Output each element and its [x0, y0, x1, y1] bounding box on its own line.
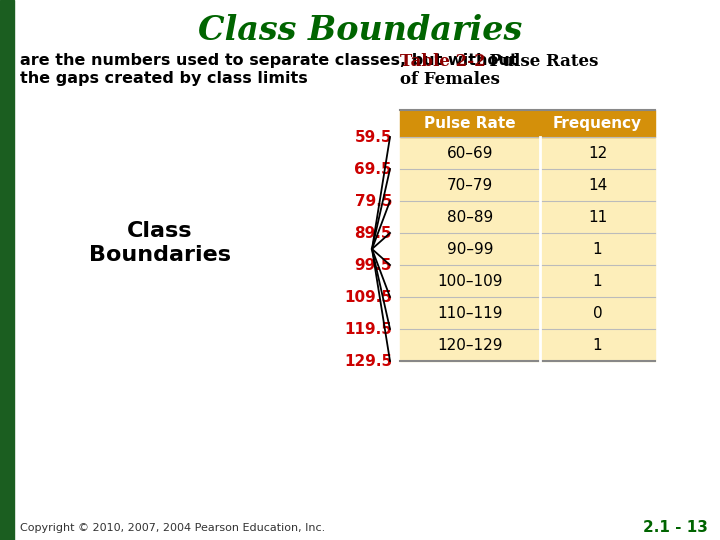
Text: 11: 11 — [588, 210, 607, 225]
Text: 70–79: 70–79 — [447, 178, 493, 192]
Text: are the numbers used to separate classes, but without: are the numbers used to separate classes… — [20, 52, 518, 68]
Bar — [540, 169, 655, 201]
Bar — [400, 329, 540, 361]
Bar — [540, 329, 655, 361]
Text: Table 2-2: Table 2-2 — [400, 53, 486, 71]
Text: Frequency: Frequency — [553, 116, 642, 131]
Bar — [400, 297, 540, 329]
Text: 129.5: 129.5 — [344, 354, 392, 368]
Text: 119.5: 119.5 — [344, 321, 392, 336]
Text: 99.5: 99.5 — [354, 258, 392, 273]
Text: Class: Class — [127, 221, 193, 241]
Text: 1: 1 — [593, 338, 603, 353]
Text: 60–69: 60–69 — [446, 145, 493, 160]
Text: 2.1 - 13: 2.1 - 13 — [643, 521, 708, 536]
Bar — [400, 201, 540, 233]
Text: 12: 12 — [588, 145, 607, 160]
Text: Class Boundaries: Class Boundaries — [198, 14, 522, 46]
Bar — [400, 110, 540, 137]
Text: 0: 0 — [593, 306, 603, 321]
Bar — [540, 265, 655, 297]
Text: 109.5: 109.5 — [344, 289, 392, 305]
Text: 100–109: 100–109 — [437, 273, 503, 288]
Text: 1: 1 — [593, 241, 603, 256]
Text: Pulse Rates: Pulse Rates — [478, 53, 598, 71]
Text: Copyright © 2010, 2007, 2004 Pearson Education, Inc.: Copyright © 2010, 2007, 2004 Pearson Edu… — [20, 523, 325, 533]
Bar — [540, 137, 655, 169]
Bar — [400, 137, 540, 169]
Bar — [540, 110, 655, 137]
Bar — [0, 0, 14, 540]
Bar — [400, 233, 540, 265]
Text: 59.5: 59.5 — [354, 130, 392, 145]
Text: 80–89: 80–89 — [447, 210, 493, 225]
Text: 1: 1 — [593, 273, 603, 288]
Text: 69.5: 69.5 — [354, 161, 392, 177]
Text: 90–99: 90–99 — [446, 241, 493, 256]
Bar — [540, 233, 655, 265]
Text: of Females: of Females — [400, 71, 500, 89]
Text: 110–119: 110–119 — [437, 306, 503, 321]
Text: Boundaries: Boundaries — [89, 245, 231, 265]
Bar — [540, 201, 655, 233]
Text: 89.5: 89.5 — [354, 226, 392, 240]
Text: Pulse Rate: Pulse Rate — [424, 116, 516, 131]
Text: 14: 14 — [588, 178, 607, 192]
Text: 120–129: 120–129 — [437, 338, 503, 353]
Text: 79.5: 79.5 — [354, 193, 392, 208]
Text: the gaps created by class limits: the gaps created by class limits — [20, 71, 307, 85]
Bar — [400, 265, 540, 297]
Bar — [540, 297, 655, 329]
Bar — [400, 169, 540, 201]
